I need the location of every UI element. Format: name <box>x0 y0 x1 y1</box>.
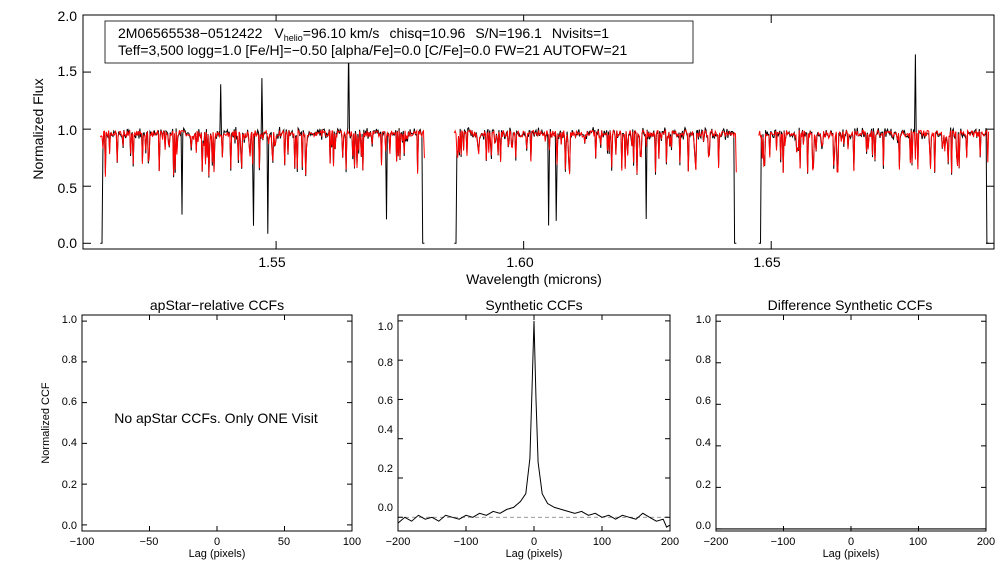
p1-xtick-label-1: −50 <box>140 536 159 548</box>
vhelio-subscript: helio <box>284 33 303 43</box>
p2-ytick-label-3: 0.6 <box>378 395 393 407</box>
p2-xtick-label-1: −100 <box>454 536 479 548</box>
spec-xtick-label-1: 1.55 <box>258 254 285 270</box>
p3-ytick-label-2: 0.4 <box>696 437 711 449</box>
apstar-ccf-panel: apStar−relative CCFs −100 −50 0 50 100 0… <box>40 297 361 560</box>
nvisits-value: Nvisits=1 <box>552 25 609 41</box>
p2-xtick-label-2: 0 <box>531 536 537 548</box>
spec-xaxis-title: Wavelength (microns) <box>466 271 602 287</box>
difference-ccf-frame <box>715 314 987 532</box>
p1-xtick-label-3: 50 <box>278 536 290 548</box>
p3-ytick-label-4: 0.8 <box>696 354 711 366</box>
p2-xtick-label-4: 200 <box>661 536 679 548</box>
p1-ytick-label-0: 0.0 <box>62 520 77 532</box>
synthetic-ccf-title: Synthetic CCFs <box>485 297 582 313</box>
p1-xaxis-title: Lag (pixels) <box>189 548 246 560</box>
info-line-2: Teff=3,500 logg=1.0 [Fe/H]=−0.50 [alpha/… <box>118 42 627 58</box>
p3-xtick-label-3: 100 <box>909 536 927 548</box>
spec-ytick-label-3: 1.5 <box>58 63 78 79</box>
p1-ytick-label-3: 0.6 <box>62 396 77 408</box>
difference-ccf-title: Difference Synthetic CCFs <box>768 297 933 313</box>
p2-xtick-label-3: 100 <box>593 536 611 548</box>
p2-xtick-label-0: −200 <box>386 536 411 548</box>
p1-ytick-label-1: 0.2 <box>62 479 77 491</box>
p3-ytick-label-0: 0.0 <box>696 520 711 532</box>
p3-xaxis-title: Lag (pixels) <box>823 548 880 560</box>
p1-yaxis-title: Normalized CCF <box>40 382 52 464</box>
model-spectrum-line <box>99 128 990 177</box>
p2-ytick-label-5: 1.0 <box>378 321 393 333</box>
synthetic-ccf-frame <box>397 314 671 532</box>
no-ccf-message: No apStar CCFs. Only ONE Visit <box>114 410 318 426</box>
difference-ccf-panel: Difference Synthetic CCFs −200 −100 0 10… <box>696 297 995 560</box>
chisq-value: chisq=10.96 <box>389 25 465 41</box>
spec-xtick-label-3: 1.65 <box>753 254 780 270</box>
spectrum-plot-frame <box>82 14 995 250</box>
p2-xaxis-title: Lag (pixels) <box>506 548 563 560</box>
star-id: 2M06565538−0512422 <box>118 25 263 41</box>
sn-value: S/N=196.1 <box>475 25 542 41</box>
p3-xtick-label-0: −200 <box>704 536 729 548</box>
spec-ytick-label-0: 0.0 <box>58 235 78 251</box>
spec-ytick-label-4: 2.0 <box>58 8 78 24</box>
p3-ytick-label-1: 0.2 <box>696 479 711 491</box>
spectrum-panel: 1.55 1.60 1.65 0.0 0.5 1.0 1.5 2.0 Wavel… <box>30 8 995 287</box>
spec-ytick-label-1: 0.5 <box>58 180 78 196</box>
synthetic-ccf-line <box>397 320 671 528</box>
p1-xtick-label-0: −100 <box>70 536 95 548</box>
info-box <box>104 20 694 64</box>
spec-xtick-label-2: 1.60 <box>506 254 533 270</box>
p1-ytick-label-4: 0.8 <box>62 354 77 366</box>
observed-spectrum-line <box>100 46 989 244</box>
spec-yaxis-title: Normalized Flux <box>30 78 46 179</box>
p2-ytick-label-4: 0.8 <box>378 357 393 369</box>
apstar-ccf-ticks <box>81 315 353 531</box>
spectrum-ticks <box>83 14 994 249</box>
p2-ytick-label-0: 0.0 <box>378 502 393 514</box>
p1-ytick-label-5: 1.0 <box>62 314 77 326</box>
p1-ytick-label-2: 0.4 <box>62 437 77 449</box>
synthetic-ccf-ticks <box>397 315 671 531</box>
p3-ytick-label-5: 1.0 <box>696 314 711 326</box>
info-line-1: 2M06565538−0512422 Vhelio=96.10 km/s chisq… <box>118 25 609 43</box>
p2-ytick-label-1: 0.2 <box>378 463 393 475</box>
vhelio-symbol: V <box>274 25 284 41</box>
synthetic-ccf-panel: Synthetic CCFs −200 −100 0 100 200 0.0 0… <box>378 297 679 560</box>
p3-xtick-label-1: −100 <box>771 536 796 548</box>
p1-xtick-label-4: 100 <box>343 536 361 548</box>
vhelio-value: =96.10 km/s <box>303 25 380 41</box>
spec-ytick-label-2: 1.0 <box>58 122 78 138</box>
difference-ccf-ticks <box>715 315 987 531</box>
p3-ytick-label-3: 0.6 <box>696 395 711 407</box>
p3-xtick-label-4: 200 <box>977 536 995 548</box>
p1-xtick-label-2: 0 <box>214 536 220 548</box>
p3-xtick-label-2: 0 <box>848 536 854 548</box>
p2-ytick-label-2: 0.4 <box>378 424 393 436</box>
apstar-ccf-title: apStar−relative CCFs <box>150 297 284 313</box>
